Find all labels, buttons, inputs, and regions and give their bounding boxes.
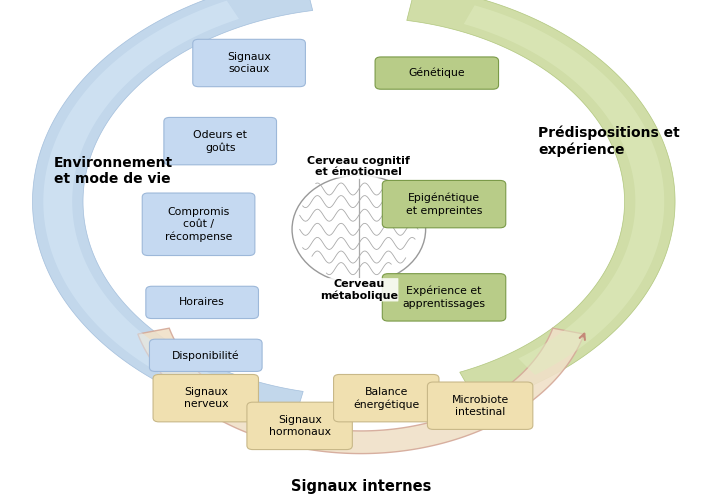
Text: Disponibilité: Disponibilité: [172, 350, 240, 360]
Text: Odeurs et
goûts: Odeurs et goûts: [193, 130, 247, 153]
Text: Cerveau
métabolique: Cerveau métabolique: [320, 279, 398, 301]
Text: Cerveau cognitif
et émotionnel: Cerveau cognitif et émotionnel: [308, 156, 410, 177]
Text: Signaux
hormonaux: Signaux hormonaux: [269, 415, 331, 437]
Text: Signaux
sociaux: Signaux sociaux: [227, 52, 271, 74]
FancyBboxPatch shape: [153, 374, 258, 422]
Text: Epigénétique
et empreintes: Epigénétique et empreintes: [406, 193, 482, 216]
Text: Expérience et
apprentissages: Expérience et apprentissages: [403, 286, 485, 309]
Polygon shape: [138, 328, 584, 454]
Polygon shape: [32, 0, 313, 426]
FancyBboxPatch shape: [149, 339, 262, 371]
Text: Environnement
et mode de vie: Environnement et mode de vie: [54, 156, 173, 186]
Text: Signaux
nerveux: Signaux nerveux: [183, 387, 228, 409]
Text: Microbiote
intestinal: Microbiote intestinal: [451, 395, 509, 417]
Text: Compromis
coût /
récompense: Compromis coût / récompense: [165, 207, 232, 242]
FancyBboxPatch shape: [142, 193, 255, 256]
Text: Balance
énergétique: Balance énergétique: [353, 387, 419, 410]
FancyBboxPatch shape: [164, 117, 277, 165]
FancyBboxPatch shape: [247, 402, 352, 450]
FancyBboxPatch shape: [427, 382, 533, 429]
FancyBboxPatch shape: [383, 180, 505, 228]
Ellipse shape: [292, 175, 426, 283]
Text: Signaux internes: Signaux internes: [291, 479, 431, 494]
FancyBboxPatch shape: [375, 57, 498, 89]
FancyBboxPatch shape: [193, 39, 305, 87]
Polygon shape: [43, 1, 239, 403]
FancyBboxPatch shape: [334, 374, 439, 422]
Text: Horaires: Horaires: [179, 297, 225, 307]
FancyBboxPatch shape: [146, 286, 258, 319]
Text: Prédispositions et
expérience: Prédispositions et expérience: [538, 125, 679, 157]
FancyBboxPatch shape: [383, 274, 505, 321]
Polygon shape: [464, 6, 664, 375]
Text: Génétique: Génétique: [409, 68, 465, 78]
Polygon shape: [406, 0, 675, 405]
